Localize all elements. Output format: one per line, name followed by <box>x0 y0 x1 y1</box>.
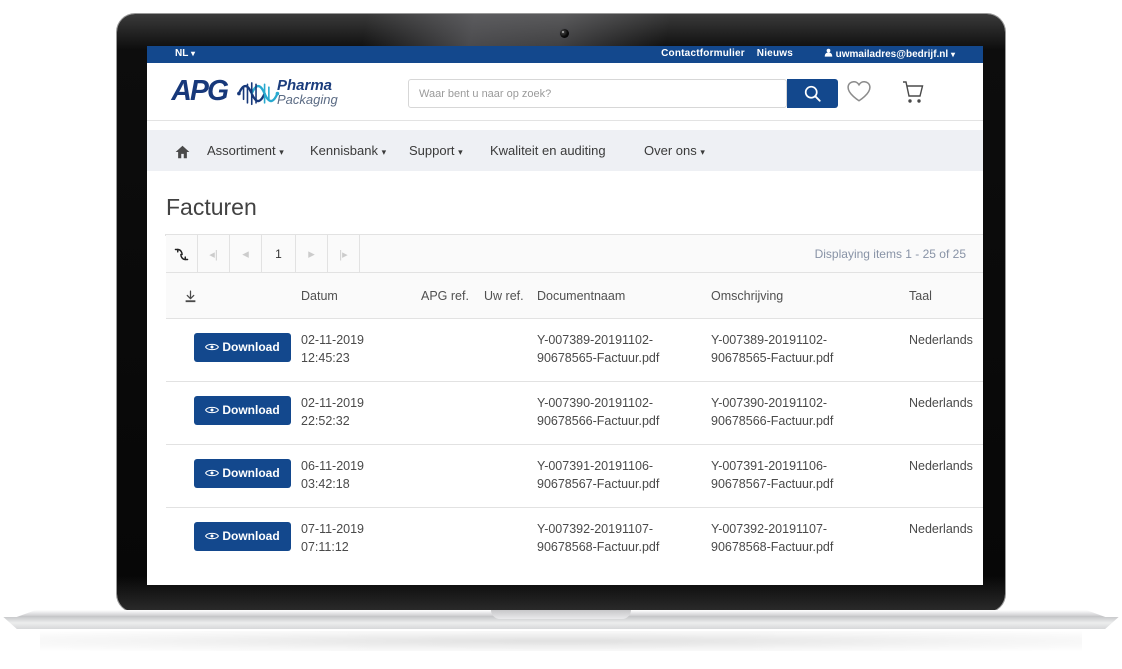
svg-text:APG: APG <box>170 75 229 107</box>
